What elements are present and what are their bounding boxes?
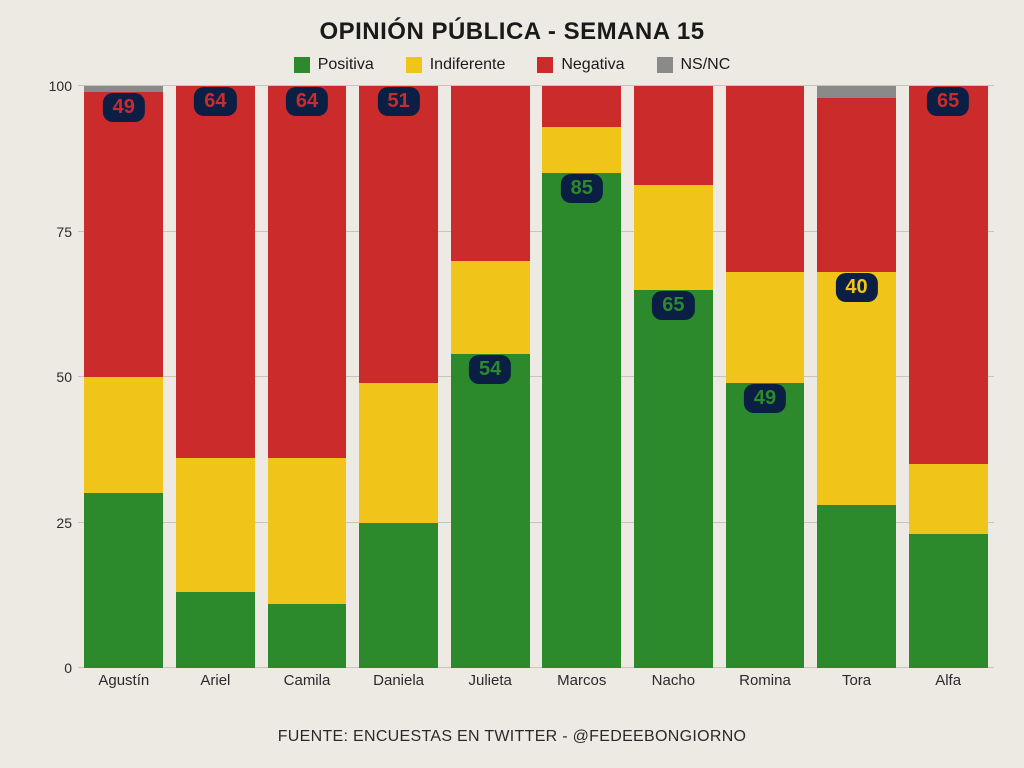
bar-segment-negativa: [726, 86, 805, 272]
bar: [268, 86, 347, 668]
plot-area: 49 64 64 51 54 85 65 49 40 65: [78, 86, 994, 668]
bar: [176, 86, 255, 668]
bar-slot: 40: [811, 86, 903, 668]
bar-segment-indiferente: [726, 272, 805, 383]
value-badge: 65: [652, 291, 694, 320]
bar-segment-negativa: [909, 86, 988, 464]
bar-slot: 49: [78, 86, 170, 668]
x-tick-label: Nacho: [628, 668, 720, 692]
value-badge: 64: [194, 87, 236, 116]
bar-segment-negativa: [268, 86, 347, 458]
x-tick-label: Romina: [719, 668, 811, 692]
value-badge: 40: [835, 273, 877, 302]
bar-slot: 65: [628, 86, 720, 668]
value-badge: 51: [377, 87, 419, 116]
source-text: FUENTE: ENCUESTAS EN TWITTER - @FEDEEBON…: [0, 728, 1024, 746]
value-badge: 85: [561, 174, 603, 203]
bar-segment-indiferente: [84, 377, 163, 493]
bar-segment-negativa: [84, 92, 163, 377]
value-badge: 54: [469, 355, 511, 384]
bar: [84, 86, 163, 668]
x-tick-label: Agustín: [78, 668, 170, 692]
bar-segment-indiferente: [909, 464, 988, 534]
bar-segment-negativa: [451, 86, 530, 261]
bar-segment-negativa: [817, 98, 896, 273]
bar-segment-indiferente: [268, 458, 347, 604]
bar-segment-positiva: [542, 173, 621, 668]
bar-segment-nsnc: [84, 86, 163, 92]
legend-swatch: [657, 57, 673, 73]
legend-item: Negativa: [537, 56, 624, 74]
y-axis: 0255075100: [46, 86, 78, 668]
bar-segment-indiferente: [451, 261, 530, 354]
bar-segment-negativa: [634, 86, 713, 185]
value-badge: 64: [286, 87, 328, 116]
value-badge: 49: [103, 93, 145, 122]
legend-label: NS/NC: [681, 56, 731, 74]
legend-label: Indiferente: [430, 56, 506, 74]
bar-segment-indiferente: [176, 458, 255, 592]
bar: [817, 86, 896, 668]
bar-segment-nsnc: [817, 86, 896, 98]
y-tick-label: 25: [56, 515, 72, 531]
bar-slot: 85: [536, 86, 628, 668]
x-axis: AgustínArielCamilaDanielaJulietaMarcosNa…: [78, 668, 994, 692]
legend-label: Negativa: [561, 56, 624, 74]
bar: [909, 86, 988, 668]
bar-segment-positiva: [817, 505, 896, 668]
chart-area: 0255075100 49646451548565494065 AgustínA…: [46, 86, 994, 692]
legend: Positiva Indiferente Negativa NS/NC: [0, 56, 1024, 74]
bar-segment-positiva: [84, 493, 163, 668]
bar-slot: 51: [353, 86, 445, 668]
x-tick-label: Ariel: [170, 668, 262, 692]
chart-title: OPINIÓN PÚBLICA - SEMANA 15: [0, 0, 1024, 46]
y-tick-label: 50: [56, 369, 72, 385]
legend-item: Positiva: [294, 56, 374, 74]
y-tick-label: 75: [56, 224, 72, 240]
x-tick-label: Daniela: [353, 668, 445, 692]
value-badge: 49: [744, 384, 786, 413]
bar-segment-indiferente: [634, 185, 713, 290]
bars-container: 49 64 64 51 54 85 65 49 40 65: [78, 86, 994, 668]
bar-slot: 64: [170, 86, 262, 668]
bar-segment-negativa: [176, 86, 255, 458]
bar-segment-positiva: [634, 290, 713, 668]
value-badge: 65: [927, 87, 969, 116]
bar-segment-positiva: [909, 534, 988, 668]
x-tick-label: Marcos: [536, 668, 628, 692]
legend-item: Indiferente: [406, 56, 506, 74]
bar-segment-positiva: [451, 354, 530, 668]
bar-slot: 64: [261, 86, 353, 668]
bar-segment-positiva: [176, 592, 255, 668]
x-tick-label: Tora: [811, 668, 903, 692]
legend-swatch: [294, 57, 310, 73]
bar-segment-indiferente: [359, 383, 438, 523]
bar-segment-negativa: [542, 86, 621, 127]
bar-slot: 49: [719, 86, 811, 668]
bar: [726, 86, 805, 668]
bar-slot: 65: [902, 86, 994, 668]
legend-label: Positiva: [318, 56, 374, 74]
bar: [542, 86, 621, 668]
y-tick-label: 0: [64, 660, 72, 676]
bar: [634, 86, 713, 668]
bar: [359, 86, 438, 668]
bar-segment-negativa: [359, 86, 438, 383]
bar-slot: 54: [444, 86, 536, 668]
x-tick-label: Julieta: [444, 668, 536, 692]
legend-swatch: [406, 57, 422, 73]
x-tick-label: Camila: [261, 668, 353, 692]
bar-segment-positiva: [359, 523, 438, 669]
bar-segment-indiferente: [817, 272, 896, 505]
x-tick-label: Alfa: [902, 668, 994, 692]
bar-segment-indiferente: [542, 127, 621, 174]
legend-swatch: [537, 57, 553, 73]
bar-segment-positiva: [726, 383, 805, 668]
legend-item: NS/NC: [657, 56, 731, 74]
bar-segment-positiva: [268, 604, 347, 668]
y-tick-label: 100: [49, 78, 72, 94]
